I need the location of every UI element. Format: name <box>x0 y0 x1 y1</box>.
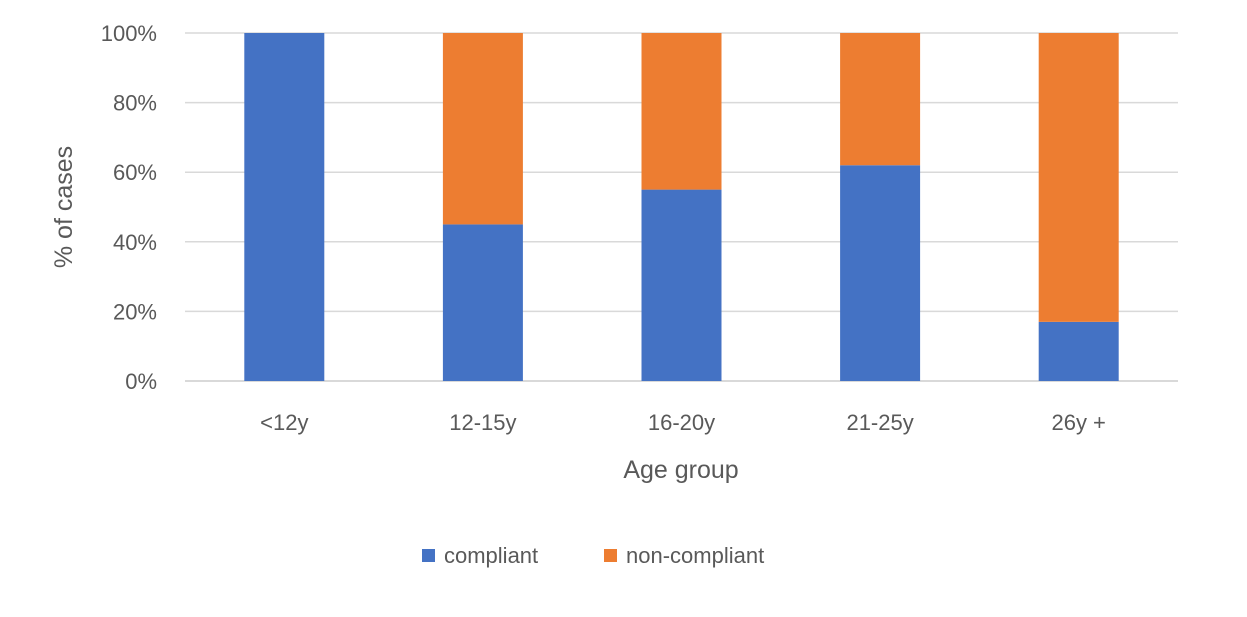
y-tick-label: 80% <box>113 91 157 116</box>
bar-compliant-1 <box>442 224 523 381</box>
legend-swatch-compliant <box>422 549 435 562</box>
y-tick-label: 40% <box>113 230 157 255</box>
x-tick-label: 16-20y <box>648 410 715 435</box>
y-tick-label: 100% <box>101 21 157 46</box>
legend-label-compliant: compliant <box>444 543 538 568</box>
x-tick-label: 21-25y <box>846 410 913 435</box>
x-axis-title: Age group <box>623 456 738 484</box>
legend-swatch-non-compliant <box>604 549 617 562</box>
bar-compliant-2 <box>641 189 722 381</box>
bar-non-compliant-1 <box>442 33 523 225</box>
bar-compliant-0 <box>244 33 325 381</box>
x-tick-label: <12y <box>260 410 308 435</box>
y-tick-label: 60% <box>113 160 157 185</box>
y-axis-ticks: 0% 20% 40% 60% 80% 100% <box>101 21 157 394</box>
x-axis-ticks: <12y 12-15y 16-20y 21-25y 26y + <box>260 410 1106 435</box>
x-tick-label: 12-15y <box>449 410 516 435</box>
y-tick-label: 0% <box>125 369 157 394</box>
y-tick-label: 20% <box>113 299 157 324</box>
x-tick-label: 26y + <box>1051 410 1105 435</box>
bars <box>244 33 1119 381</box>
bar-non-compliant-4 <box>1038 33 1119 322</box>
y-axis-title: % of cases <box>50 146 78 268</box>
legend: compliant non-compliant <box>422 543 764 568</box>
bar-compliant-4 <box>1038 321 1119 381</box>
bar-non-compliant-2 <box>641 33 722 190</box>
bar-non-compliant-3 <box>840 33 921 166</box>
legend-label-non-compliant: non-compliant <box>626 543 764 568</box>
bar-compliant-3 <box>840 165 921 381</box>
